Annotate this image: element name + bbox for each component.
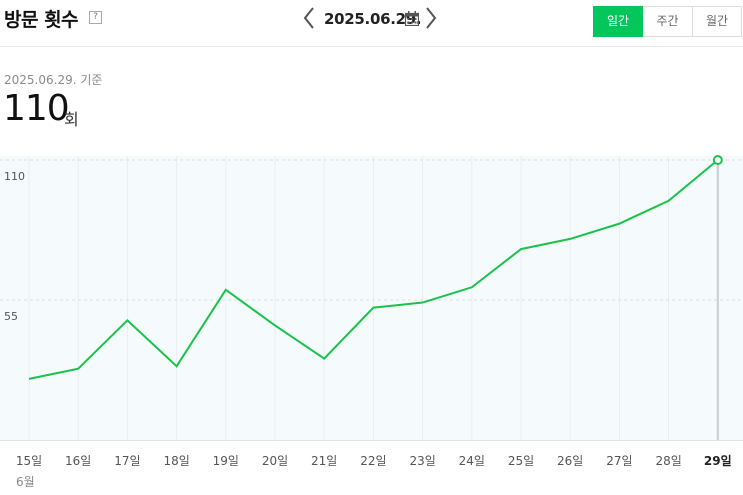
series-line [28,159,719,380]
basis-date: 2025.06.29. 기준 [4,73,103,87]
tab-weekly[interactable]: 주간 [643,6,693,37]
visit-count-value: 110 [3,88,70,129]
x-tick-label: 22일 [360,454,386,468]
x-tick-label: 28일 [655,454,681,468]
x-tick-label: 25일 [508,454,534,468]
chevron-left-icon[interactable] [300,5,318,31]
period-tabs: 일간 주간 월간 [593,6,742,37]
x-tick-label: 15일 [16,454,42,468]
x-tick-label: 24일 [459,454,485,468]
y-tick-label: 110 [4,170,25,183]
x-tick-label: 27일 [606,454,632,468]
y-tick-label: 55 [4,310,18,323]
plot-background [0,156,743,441]
x-tick-label: 17일 [114,454,140,468]
x-tick-label: 19일 [213,454,239,468]
highlighted-data-point[interactable] [712,155,723,165]
page-title: 방문 횟수 [4,9,79,31]
tab-daily[interactable]: 일간 [593,6,643,37]
tab-monthly[interactable]: 월간 [693,6,742,37]
x-tick-label: 23일 [409,454,435,468]
x-tick-label: 29일 [704,454,732,468]
x-tick-label: 20일 [262,454,288,468]
chevron-right-icon[interactable] [422,5,440,31]
x-tick-label: 21일 [311,454,337,468]
visit-count-unit: 회 [64,110,79,129]
current-date: 2025.06.29. [324,10,422,28]
x-tick-label: 16일 [65,454,91,468]
month-label: 6월 [16,475,35,489]
header: 방문 횟수 ? 2025.06.29. 일간 주간 월간 [0,0,743,47]
x-tick-label: 26일 [557,454,583,468]
calendar-icon[interactable] [404,11,420,27]
x-tick-label: 18일 [163,454,189,468]
help-icon[interactable]: ? [89,11,102,24]
